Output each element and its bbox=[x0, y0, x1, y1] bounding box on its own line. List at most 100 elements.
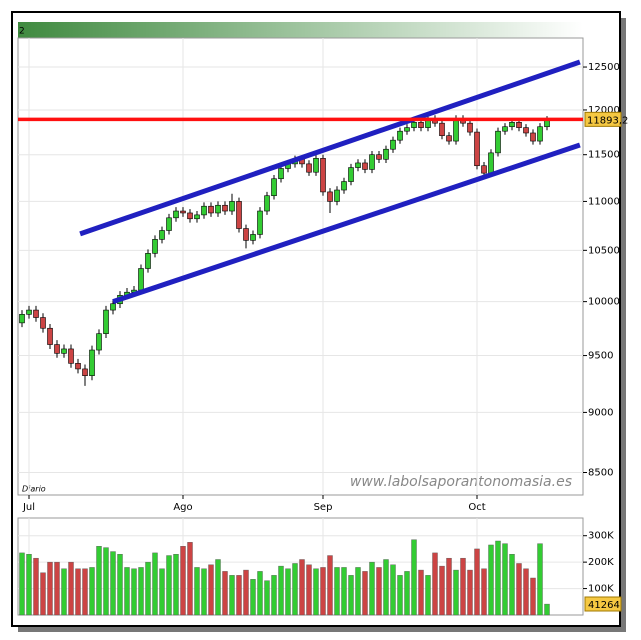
candle-body bbox=[404, 127, 410, 132]
candle-body bbox=[369, 154, 375, 170]
candle-body bbox=[320, 158, 326, 193]
candle-body bbox=[61, 348, 67, 354]
volume-bar bbox=[103, 547, 109, 616]
volume-bar bbox=[215, 559, 221, 616]
volume-bar bbox=[292, 563, 298, 616]
volume-bar bbox=[229, 575, 235, 616]
x-tick-label: Jul bbox=[22, 502, 35, 513]
x-tick-label: Sep bbox=[314, 502, 333, 513]
volume-bar bbox=[173, 554, 179, 616]
volume-bar bbox=[369, 561, 375, 616]
y-tick-label: 11500 bbox=[588, 150, 620, 161]
volume-bar bbox=[432, 552, 438, 616]
candle-body bbox=[145, 253, 151, 269]
volume-bar bbox=[40, 572, 46, 616]
volume-bar bbox=[439, 565, 445, 616]
candle-body bbox=[82, 368, 88, 376]
candle-body bbox=[397, 130, 403, 141]
candle-body bbox=[40, 317, 46, 329]
candle-body bbox=[271, 178, 277, 197]
candle-body bbox=[341, 181, 347, 191]
candle-body bbox=[152, 239, 158, 254]
header-label: 2 bbox=[19, 27, 25, 37]
volume-bar bbox=[453, 569, 459, 616]
volume-bar bbox=[243, 569, 249, 616]
y-tick-label: 300K bbox=[588, 531, 614, 542]
volume-bar bbox=[117, 554, 123, 616]
y-tick-label: 11000 bbox=[588, 196, 620, 207]
volume-bar bbox=[467, 569, 473, 616]
volume-bar bbox=[166, 555, 172, 616]
volume-bar bbox=[250, 579, 256, 616]
volume-bar bbox=[257, 571, 263, 616]
volume-bar bbox=[271, 575, 277, 616]
volume-bar bbox=[131, 568, 137, 616]
volume-label: 41264 bbox=[588, 600, 620, 611]
volume-bar bbox=[180, 546, 186, 616]
candle-body bbox=[355, 162, 361, 168]
candle-body bbox=[159, 230, 165, 240]
watermark: www.labolsaporantonomasia.es bbox=[350, 474, 572, 490]
volume-bar bbox=[68, 561, 74, 616]
volume-bar bbox=[425, 575, 431, 616]
price-label-box bbox=[584, 111, 622, 127]
volume-bar bbox=[474, 548, 480, 616]
candle-body bbox=[110, 303, 116, 311]
volume-bar bbox=[411, 539, 417, 616]
candle-body bbox=[334, 189, 340, 202]
candle-body bbox=[418, 121, 424, 128]
y-tick-label: 9000 bbox=[588, 407, 613, 418]
volume-bar bbox=[341, 567, 347, 616]
volume-bar bbox=[54, 561, 60, 616]
candle-body bbox=[19, 314, 25, 324]
candle-body bbox=[362, 162, 368, 170]
volume-bar bbox=[348, 575, 354, 616]
candle-body bbox=[502, 126, 508, 132]
candle-body bbox=[446, 135, 452, 142]
candle-body bbox=[313, 158, 319, 173]
volume-bar bbox=[355, 567, 361, 616]
volume-bar bbox=[222, 571, 228, 616]
volume-bar bbox=[82, 568, 88, 616]
candle-body bbox=[530, 132, 536, 142]
volume-bar bbox=[236, 575, 242, 616]
volume-bar bbox=[397, 575, 403, 616]
candle-body bbox=[257, 210, 263, 235]
candle-body bbox=[537, 126, 543, 142]
volume-bar bbox=[488, 544, 494, 616]
volume-bar bbox=[320, 567, 326, 616]
y-tick-label: 100K bbox=[588, 584, 614, 595]
trendline bbox=[79, 59, 581, 237]
volume-bar bbox=[124, 567, 130, 616]
candle-body bbox=[236, 201, 242, 229]
candle-body bbox=[33, 309, 39, 318]
volume-bar bbox=[187, 542, 193, 616]
x-tick-label: Ago bbox=[173, 502, 192, 513]
candle-body bbox=[509, 121, 515, 128]
volume-bar bbox=[33, 557, 39, 616]
volume-bar bbox=[327, 555, 333, 616]
candle-body bbox=[467, 122, 473, 133]
volume-bar bbox=[418, 569, 424, 616]
x-tick-label: Oct bbox=[468, 502, 485, 513]
volume-bar bbox=[481, 568, 487, 616]
header-bar bbox=[18, 22, 583, 38]
volume-bar bbox=[208, 564, 214, 616]
volume-bar bbox=[544, 603, 550, 616]
candle-body bbox=[439, 122, 445, 136]
candle-body bbox=[173, 210, 179, 219]
volume-bar bbox=[138, 567, 144, 616]
candle-body bbox=[68, 348, 74, 364]
candle-body bbox=[264, 195, 270, 212]
candle-body bbox=[250, 234, 256, 241]
y-tick-label: 9500 bbox=[588, 351, 613, 362]
volume-bar bbox=[299, 559, 305, 616]
volume-bar bbox=[96, 546, 102, 616]
candle-body bbox=[488, 152, 494, 174]
candle-body bbox=[306, 163, 312, 173]
price-panel bbox=[17, 37, 584, 496]
volume-bar bbox=[376, 567, 382, 616]
candle-body bbox=[229, 201, 235, 212]
y-tick-label: 8500 bbox=[588, 467, 613, 478]
